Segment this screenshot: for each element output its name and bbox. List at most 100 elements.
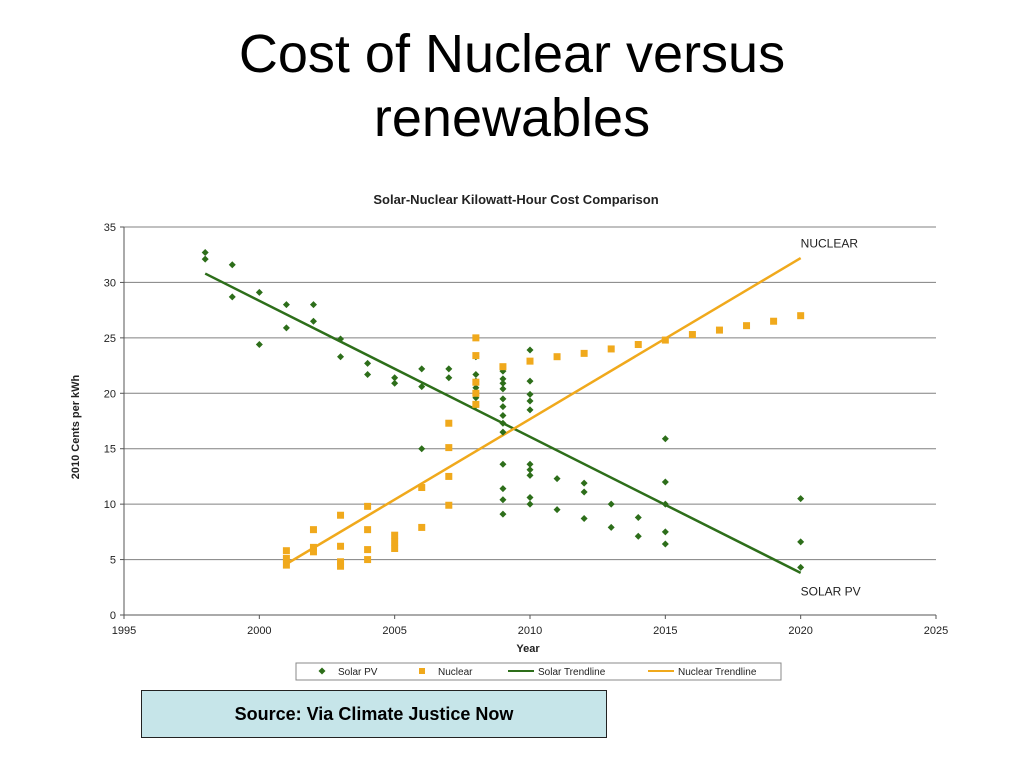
solar-pv-point (607, 523, 615, 531)
solar-pv-point (797, 538, 805, 546)
y-tick-label: 0 (110, 610, 116, 622)
source-box: Source: Via Climate Justice Now (141, 690, 607, 738)
nuclear-point (418, 484, 426, 492)
chart-title: Solar-Nuclear Kilowatt-Hour Cost Compari… (373, 192, 658, 207)
nuclear-point (309, 543, 317, 551)
y-tick-label: 5 (110, 555, 116, 567)
solar-pv-point (580, 515, 588, 523)
solar-pv-point (499, 385, 507, 393)
nuclear-point (661, 336, 669, 344)
nuclear-point (472, 352, 480, 360)
legend-marker-solar-pv (318, 667, 326, 675)
solar-pv-point (526, 346, 534, 354)
y-tick-label: 30 (104, 277, 116, 289)
y-tick-label: 25 (104, 333, 116, 345)
solar-pv-point (391, 379, 399, 387)
nuclear-point (364, 556, 372, 564)
nuclear-point (445, 419, 453, 427)
solar-pv-point (201, 248, 209, 256)
y-axis-label: 2010 Cents per kWh (70, 374, 82, 479)
solar-pv-point (634, 532, 642, 540)
legend-label-solar-trendline: Solar Trendline (538, 667, 606, 678)
nuclear-point (282, 554, 290, 562)
solar-pv-point (499, 379, 507, 387)
nuclear-point (309, 526, 317, 534)
axes (120, 226, 937, 619)
nuclear-annotation: NUCLEAR (801, 237, 859, 251)
x-tick-label: 2005 (382, 625, 406, 637)
nuclear-point (391, 544, 399, 552)
solar-pv-point (499, 428, 507, 436)
grid-lines (124, 226, 936, 561)
nuclear-point (499, 363, 507, 371)
source-text: Source: Via Climate Justice Now (234, 703, 514, 724)
nuclear-point (472, 334, 480, 342)
solar-pv-annotation: SOLAR PV (801, 585, 861, 599)
solar-pv-point (418, 365, 426, 373)
nuclear-point (391, 531, 399, 539)
solar-pv-point (337, 335, 345, 343)
legend: Solar PV Nuclear Solar Trendline Nuclear Tr… (295, 662, 782, 681)
x-tick-label: 2025 (924, 625, 948, 637)
solar-pv-point (526, 466, 534, 474)
nuclear-point (364, 502, 372, 510)
solar-pv-point (499, 510, 507, 518)
solar-pv-point (472, 370, 480, 378)
nuclear-trendline-line (285, 256, 802, 566)
solar-pv-point (309, 317, 317, 325)
nuclear-point (282, 547, 290, 555)
solar-pv-point (418, 383, 426, 391)
nuclear-point (337, 511, 345, 519)
solar-pv-point (797, 495, 805, 503)
nuclear-point (391, 538, 399, 546)
y-tick-label: 20 (104, 388, 116, 400)
solar-pv-point (634, 513, 642, 521)
nuclear-point (526, 357, 534, 365)
solar-pv-point (364, 370, 372, 378)
nuclear-point (688, 331, 696, 339)
solar-pv-point (499, 411, 507, 419)
nuclear-point (472, 378, 480, 386)
slide-title-line1: Cost of Nuclear versus (238, 24, 786, 84)
solar-pv-point (472, 384, 480, 392)
nuclear-point (418, 523, 426, 531)
solar-pv-point (499, 375, 507, 383)
solar-pv-point (526, 460, 534, 468)
solar-pv-point (661, 435, 669, 443)
nuclear-point (634, 341, 642, 349)
nuclear-point (797, 312, 805, 320)
solar-pv-point (255, 288, 263, 296)
solar-pv-point (337, 353, 345, 361)
x-tick-label: 1995 (112, 625, 136, 637)
slide-title-line2: renewables (373, 88, 651, 148)
nuclear-point (553, 353, 561, 361)
solar-pv-point (255, 341, 263, 349)
x-tick-label: 2010 (518, 625, 542, 637)
legend-label-nuclear: Nuclear (438, 667, 473, 678)
solar-pv-point (526, 500, 534, 508)
solar-pv-point (526, 390, 534, 398)
solar-pv-point (499, 496, 507, 504)
nuclear-point (364, 526, 372, 534)
solar-pv-point (661, 528, 669, 536)
solar-pv-point (797, 563, 805, 571)
solar-pv-point (526, 471, 534, 479)
solar-pv-point (499, 460, 507, 468)
nuclear-point (770, 317, 778, 325)
solar-pv-point (418, 445, 426, 453)
solar-pv-point (526, 397, 534, 405)
cost-comparison-chart: Solar-Nuclear Kilowatt-Hour Cost Compari… (70, 192, 948, 681)
nuclear-point (607, 345, 615, 353)
solar-pv-point (499, 419, 507, 427)
solar-pv-point (228, 261, 236, 269)
x-tick-label: 2015 (653, 625, 677, 637)
solar-pv-point (364, 359, 372, 367)
solar-pv-point (445, 374, 453, 382)
solar-pv-point (445, 365, 453, 373)
solar-pv-point (499, 485, 507, 493)
nuclear-point (445, 444, 453, 452)
nuclear-point (445, 472, 453, 480)
solar-pv-point (553, 475, 561, 483)
solar-pv-point (526, 406, 534, 414)
